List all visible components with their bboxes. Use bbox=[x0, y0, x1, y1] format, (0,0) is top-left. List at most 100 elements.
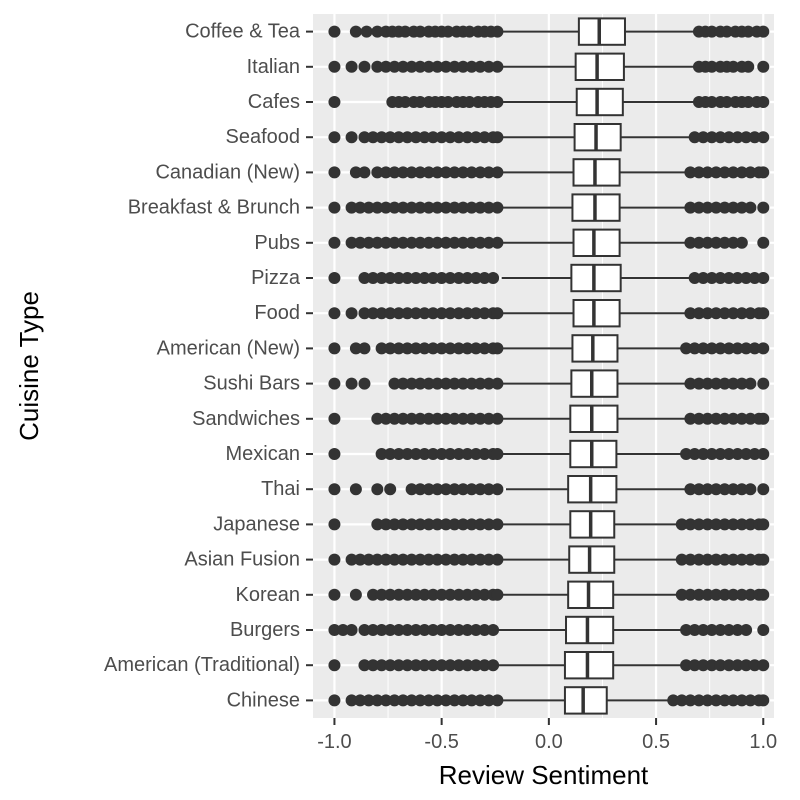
box-sushi-bars bbox=[328, 369, 770, 398]
outlier-point bbox=[727, 60, 740, 73]
outlier-point bbox=[710, 166, 723, 179]
outlier-point bbox=[469, 307, 482, 320]
outlier-point bbox=[452, 342, 465, 355]
outlier-point bbox=[744, 307, 757, 320]
outlier-point bbox=[744, 377, 757, 390]
y-tick-label: Breakfast & Brunch bbox=[128, 197, 300, 219]
outlier-point bbox=[478, 342, 491, 355]
outlier-point bbox=[684, 412, 697, 425]
box-iqr bbox=[570, 263, 622, 293]
y-axis-title: Cuisine Type bbox=[14, 291, 44, 441]
outlier-point bbox=[491, 307, 504, 320]
box-seafood bbox=[328, 123, 770, 152]
outlier-point bbox=[469, 659, 482, 672]
outlier-point bbox=[684, 236, 697, 249]
y-tick-label: Seafood bbox=[225, 126, 300, 148]
outlier-point bbox=[744, 518, 757, 531]
outlier-point bbox=[474, 553, 487, 566]
outlier-point bbox=[457, 236, 470, 249]
outlier-point bbox=[727, 166, 740, 179]
outlier-point bbox=[727, 236, 740, 249]
outlier-point bbox=[718, 694, 731, 707]
box-iqr bbox=[577, 17, 626, 46]
outlier-point bbox=[491, 342, 504, 355]
outlier-point bbox=[705, 624, 718, 636]
outlier-point bbox=[748, 342, 761, 355]
outlier-point bbox=[371, 694, 384, 707]
outlier-point bbox=[722, 448, 735, 460]
outlier-point bbox=[469, 342, 482, 355]
outlier-point bbox=[710, 553, 723, 566]
outlier-point bbox=[345, 131, 358, 144]
outlier-point bbox=[439, 166, 452, 179]
outlier-point bbox=[371, 518, 384, 531]
outlier-point bbox=[401, 624, 414, 636]
outlier-point bbox=[405, 412, 418, 425]
outlier-point bbox=[740, 272, 753, 284]
outlier-point bbox=[701, 483, 714, 496]
outlier-point bbox=[735, 201, 748, 214]
outlier-point bbox=[388, 377, 401, 390]
outlier-point bbox=[418, 307, 431, 320]
outlier-point bbox=[705, 96, 718, 108]
outlier-point bbox=[469, 131, 482, 144]
outlier-point bbox=[375, 272, 388, 284]
box-japanese bbox=[328, 510, 770, 539]
y-tick-label: Pizza bbox=[251, 267, 301, 289]
outlier-point bbox=[435, 272, 448, 284]
outlier-point bbox=[345, 553, 358, 566]
outlier-point bbox=[680, 624, 693, 636]
outlier-point bbox=[705, 342, 718, 355]
outlier-point bbox=[405, 60, 418, 73]
outlier-point bbox=[692, 518, 705, 531]
outlier-point bbox=[744, 588, 757, 601]
outlier-point bbox=[375, 307, 388, 320]
outlier-point bbox=[718, 201, 731, 214]
outlier-point bbox=[735, 588, 748, 601]
outlier-point bbox=[345, 236, 358, 249]
outlier-point bbox=[491, 236, 504, 249]
outlier-point bbox=[384, 624, 397, 636]
outlier-point bbox=[740, 131, 753, 144]
y-tick-label: Chinese bbox=[227, 689, 300, 711]
outlier-point bbox=[491, 377, 504, 390]
outlier-point bbox=[444, 448, 457, 460]
outlier-point bbox=[757, 342, 770, 355]
outlier-point bbox=[435, 448, 448, 460]
outlier-point bbox=[675, 694, 688, 707]
outlier-point bbox=[452, 131, 465, 144]
outlier-point bbox=[487, 659, 500, 672]
box-american-traditional- bbox=[328, 651, 770, 680]
outlier-point bbox=[461, 342, 474, 355]
outlier-point bbox=[409, 624, 422, 636]
outlier-point bbox=[439, 518, 452, 531]
outlier-point bbox=[409, 342, 422, 355]
outlier-point bbox=[710, 694, 723, 707]
outlier-point bbox=[457, 483, 470, 496]
outlier-point bbox=[448, 553, 461, 566]
outlier-point bbox=[422, 166, 435, 179]
outlier-point bbox=[397, 412, 410, 425]
outlier-point bbox=[414, 553, 427, 566]
outlier-point bbox=[491, 518, 504, 531]
outlier-point bbox=[474, 166, 487, 179]
outlier-point bbox=[684, 553, 697, 566]
outlier-point bbox=[735, 377, 748, 390]
outlier-point bbox=[740, 624, 753, 636]
outlier-point bbox=[478, 448, 491, 460]
outlier-point bbox=[461, 588, 474, 601]
outlier-point bbox=[757, 96, 770, 108]
outlier-point bbox=[474, 412, 487, 425]
outlier-point bbox=[722, 659, 735, 672]
outlier-point bbox=[744, 483, 757, 496]
outlier-point bbox=[388, 60, 401, 73]
outlier-point bbox=[397, 236, 410, 249]
outlier-point bbox=[375, 131, 388, 144]
outlier-point bbox=[757, 483, 770, 496]
outlier-point bbox=[435, 588, 448, 601]
outlier-point bbox=[328, 694, 341, 707]
outlier-point bbox=[735, 694, 748, 707]
outlier-point bbox=[427, 307, 440, 320]
outlier-point bbox=[442, 96, 455, 108]
outlier-point bbox=[392, 659, 405, 672]
